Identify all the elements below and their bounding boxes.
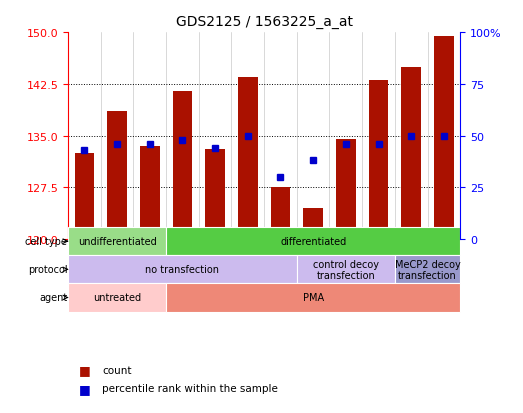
Bar — [238, 78, 257, 240]
Text: differentiated: differentiated — [280, 237, 346, 247]
Bar — [271, 188, 290, 240]
Title: GDS2125 / 1563225_a_at: GDS2125 / 1563225_a_at — [176, 15, 353, 29]
Bar — [434, 36, 453, 240]
Bar — [303, 209, 323, 240]
Text: ■: ■ — [78, 363, 90, 376]
Bar — [395, 256, 460, 284]
Bar — [166, 284, 460, 312]
Text: PMA: PMA — [303, 293, 324, 303]
Text: control decoy
transfection: control decoy transfection — [313, 259, 379, 280]
Text: cell type: cell type — [26, 237, 67, 247]
Bar — [166, 228, 460, 256]
Text: protocol: protocol — [28, 265, 67, 275]
Bar — [173, 92, 192, 240]
Text: ■: ■ — [78, 382, 90, 395]
Text: MeCP2 decoy
transfection: MeCP2 decoy transfection — [395, 259, 460, 280]
Bar — [68, 228, 166, 256]
Bar — [68, 256, 297, 284]
Text: agent: agent — [39, 293, 67, 303]
Text: count: count — [102, 365, 131, 375]
Text: untreated: untreated — [93, 293, 141, 303]
Bar — [336, 140, 356, 240]
Text: undifferentiated: undifferentiated — [77, 237, 156, 247]
Bar — [74, 154, 94, 240]
Bar — [402, 67, 421, 240]
Bar — [140, 147, 160, 240]
Bar — [206, 150, 225, 240]
Bar — [297, 256, 395, 284]
Text: no transfection: no transfection — [145, 265, 219, 275]
Bar — [68, 284, 166, 312]
Bar — [369, 81, 388, 240]
Bar — [107, 112, 127, 240]
Text: percentile rank within the sample: percentile rank within the sample — [102, 383, 278, 393]
